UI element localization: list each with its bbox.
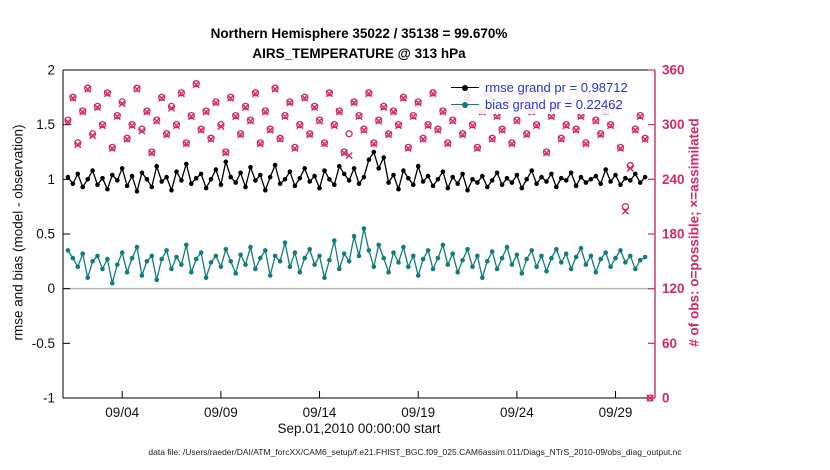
right-axis-label: # of obs: o=possible; ×=assimilated — [686, 118, 702, 347]
left-axis-label: rmse and bias (model - observation) — [10, 124, 26, 341]
svg-text:360: 360 — [662, 63, 685, 78]
svg-text:240: 240 — [662, 172, 685, 187]
x-tick-labels: 09/04 09/09 09/14 09/19 09/24 09/29 — [105, 391, 632, 420]
svg-text:120: 120 — [662, 281, 685, 296]
bias-line-swatch-icon — [451, 101, 479, 109]
assimilated-obs-series — [64, 81, 654, 402]
title-line2: AIRS_TEMPERATURE @ 313 hPa — [252, 46, 466, 61]
svg-text:180: 180 — [662, 227, 685, 242]
svg-text:09/09: 09/09 — [204, 405, 238, 420]
data-file-caption: data file: /Users/raeder/DAI/ATM_forcXX/… — [148, 447, 682, 457]
svg-text:09/04: 09/04 — [105, 405, 139, 420]
svg-text:09/29: 09/29 — [599, 405, 633, 420]
rmse-line-swatch-icon — [451, 84, 479, 92]
title-line1: Northern Hemisphere 35022 / 35138 = 99.6… — [210, 26, 508, 41]
rmse-legend-label: rmse grand pr = 0.98712 — [485, 80, 628, 95]
bias-markers — [65, 226, 648, 286]
svg-text:60: 60 — [662, 336, 677, 351]
svg-text:-1: -1 — [43, 391, 55, 406]
svg-text:0: 0 — [662, 391, 670, 406]
svg-text:09/19: 09/19 — [401, 405, 435, 420]
svg-text:-0.5: -0.5 — [32, 336, 55, 351]
bias-line — [67, 228, 646, 284]
chart-title: Northern Hemisphere 35022 / 35138 = 99.6… — [63, 24, 655, 64]
right-tick-labels: 0 60 120 180 240 300 360 — [648, 63, 685, 406]
bias-legend-label: bias grand pr = 0.22462 — [485, 97, 623, 112]
svg-text:09/14: 09/14 — [303, 405, 337, 420]
x-axis-label: Sep.01,2010 00:00:00 start — [277, 421, 441, 436]
svg-text:0: 0 — [47, 281, 55, 296]
svg-text:0.5: 0.5 — [36, 227, 55, 242]
rmse-line — [67, 150, 646, 194]
svg-text:09/24: 09/24 — [500, 405, 534, 420]
svg-text:300: 300 — [662, 117, 685, 132]
legend-row-bias: bias grand pr = 0.22462 — [451, 96, 628, 113]
possible-obs-series — [64, 80, 654, 402]
left-tick-labels: -1 -0.5 0 0.5 1 1.5 2 — [32, 63, 70, 406]
legend: rmse grand pr = 0.98712 bias grand pr = … — [447, 78, 632, 114]
svg-text:2: 2 — [47, 63, 55, 78]
svg-text:1.5: 1.5 — [36, 117, 55, 132]
rmse-markers — [65, 149, 648, 194]
legend-row-rmse: rmse grand pr = 0.98712 — [451, 79, 628, 96]
svg-text:1: 1 — [47, 172, 55, 187]
